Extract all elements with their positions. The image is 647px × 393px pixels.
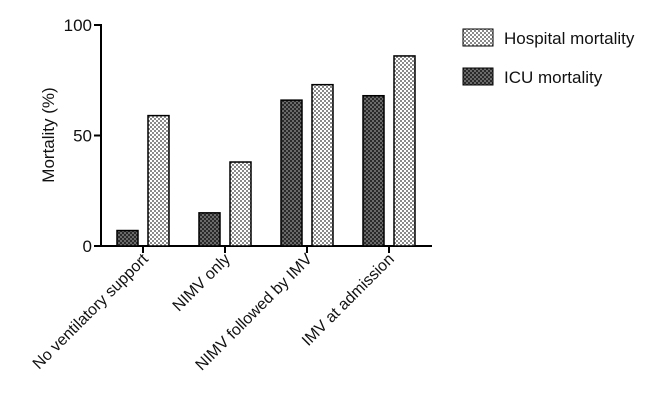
category-label: NIMV only bbox=[170, 251, 234, 315]
bar-hospital-mortality bbox=[147, 114, 170, 247]
bar-hospital-mortality bbox=[393, 55, 416, 247]
bar-hospital-mortality bbox=[311, 83, 334, 247]
bar-icu-mortality bbox=[362, 94, 385, 247]
y-tick-label: 0 bbox=[83, 237, 92, 256]
y-axis-label: Mortality (%) bbox=[39, 87, 58, 182]
legend-swatch bbox=[462, 28, 494, 47]
bar-icu-mortality bbox=[280, 99, 303, 247]
category-label: IMV at admission bbox=[299, 251, 398, 350]
y-tick-label: 50 bbox=[73, 127, 92, 146]
category-label: No ventilatory support bbox=[30, 250, 152, 372]
legend-label: ICU mortality bbox=[504, 68, 603, 87]
bar-icu-mortality bbox=[116, 229, 139, 247]
legend-label: Hospital mortality bbox=[504, 29, 635, 48]
bar-icu-mortality bbox=[198, 212, 221, 247]
legend-swatch bbox=[462, 67, 494, 86]
y-tick-label: 100 bbox=[64, 16, 92, 35]
bar-hospital-mortality bbox=[229, 161, 252, 247]
legend: Hospital mortality ICU mortality bbox=[462, 28, 635, 87]
